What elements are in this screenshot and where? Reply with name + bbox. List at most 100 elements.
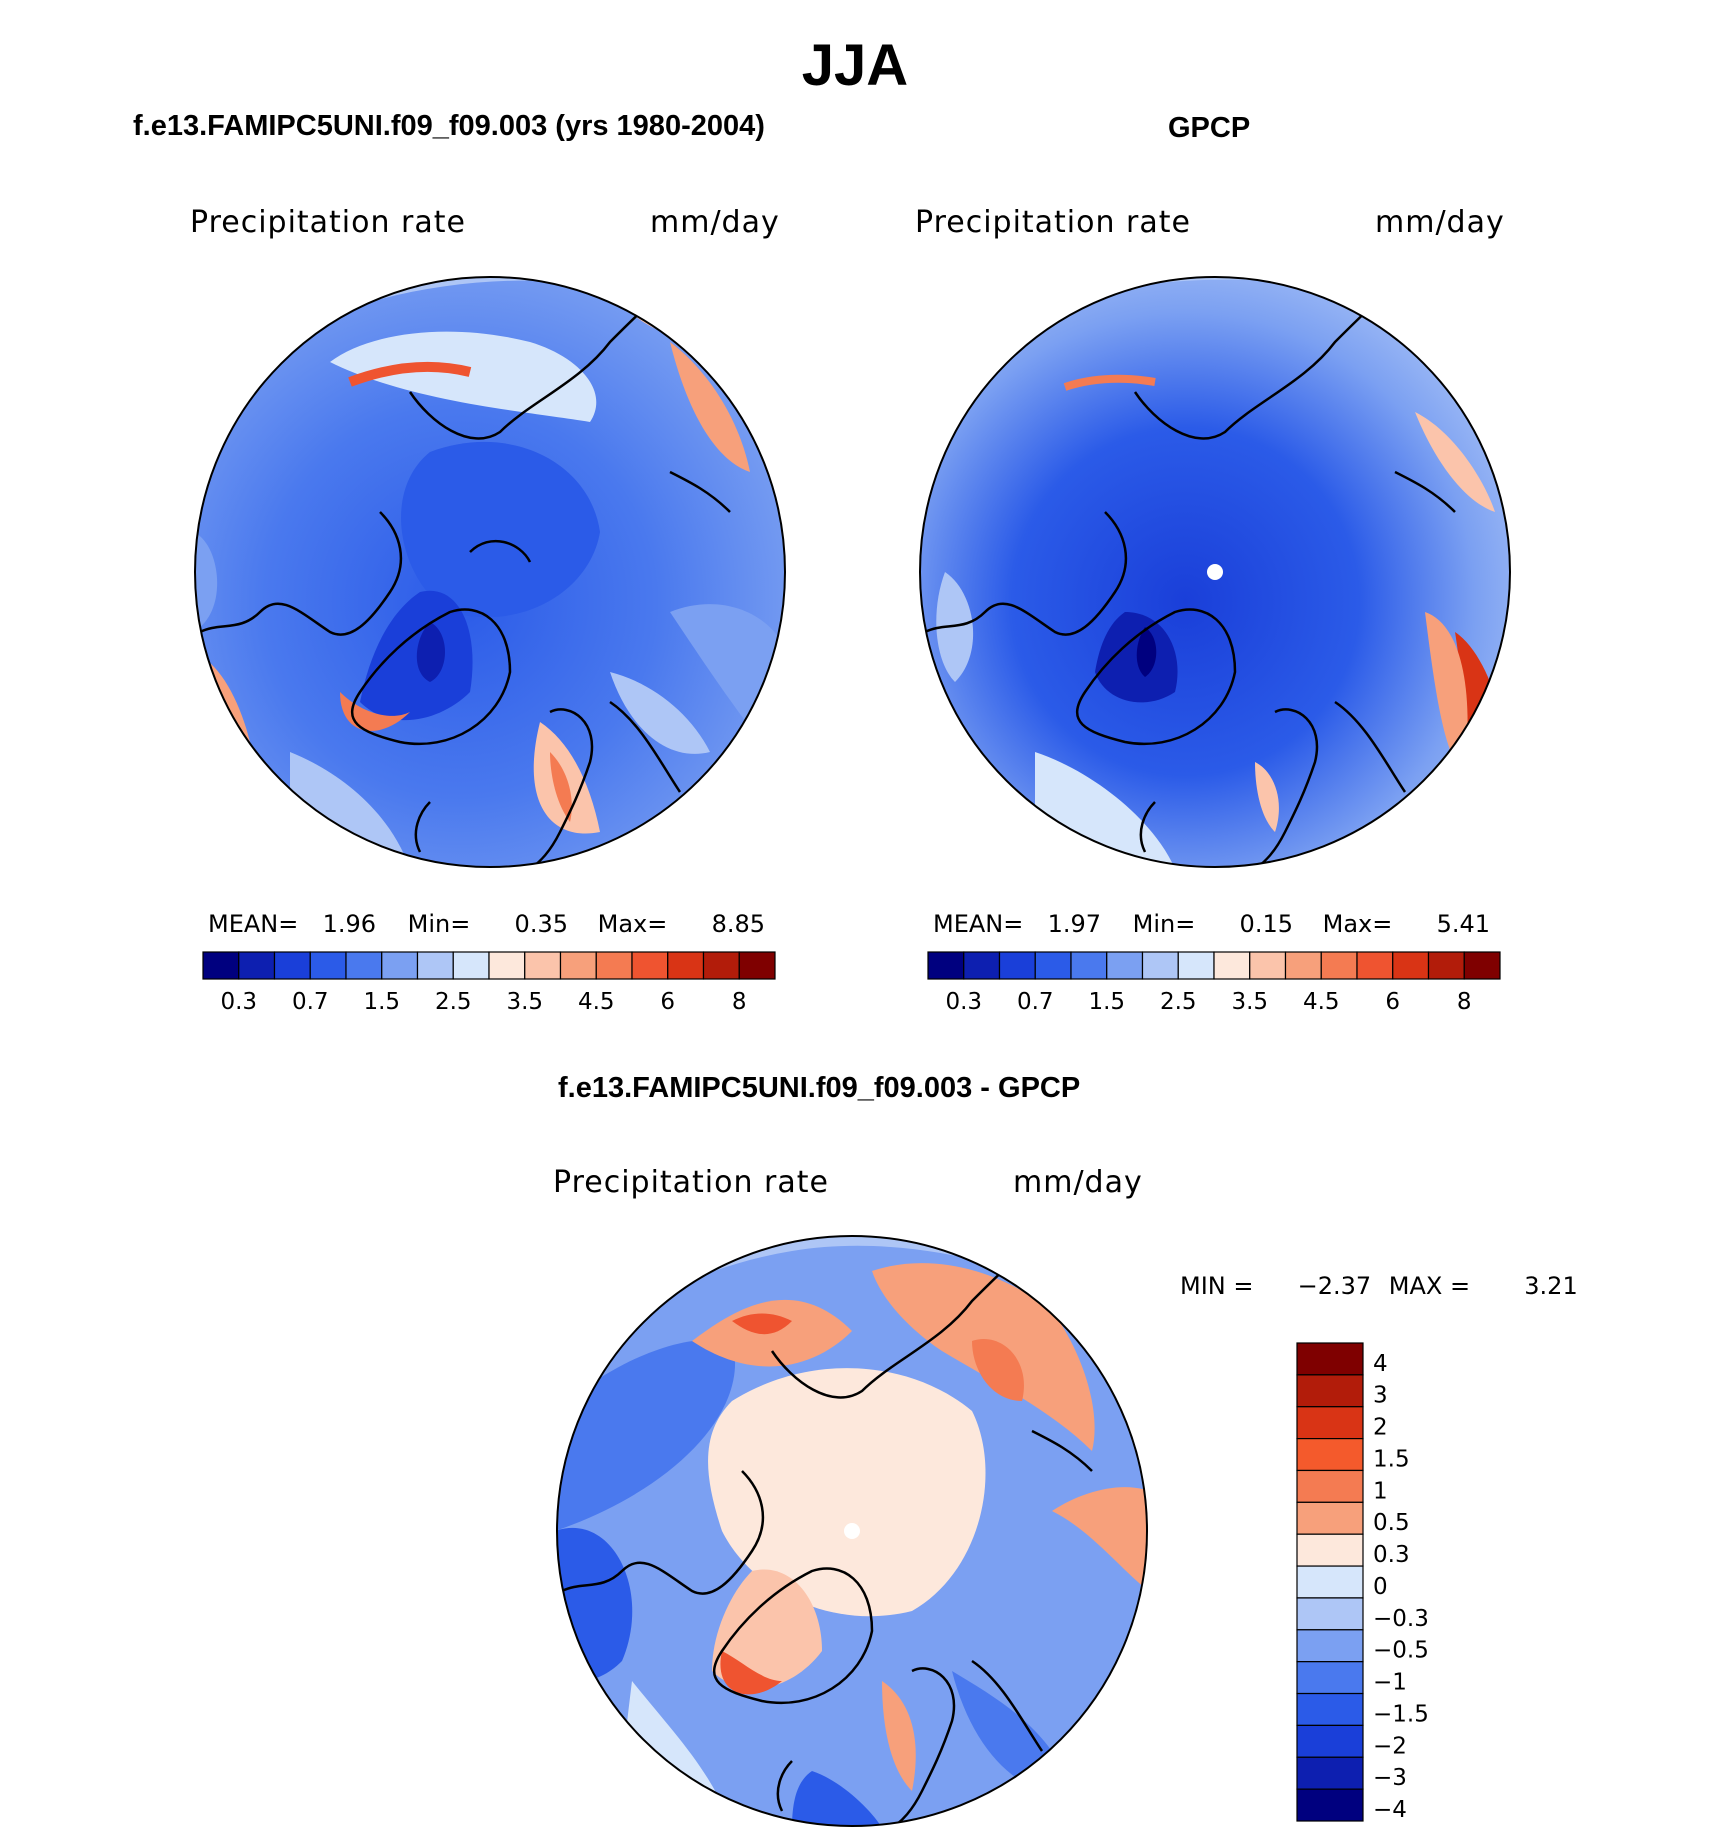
panel3-colorbar-tick-label: 1.5 [1373,1446,1410,1472]
panel1-colorbar-tick-label: 3.5 [506,989,543,1015]
panel3-colorbar: 4 3 2 1.5 1 0.5 0.3 0 −0.3 −0.5 −1 −1.5 −2 −3 −4 [1296,1342,1429,1823]
panel1-max-label: Max= [597,910,668,938]
panel3-colorbar-swatch [1296,1597,1364,1631]
panel2-colorbar-swatch [1284,951,1322,980]
panel1-colorbar-tick-label: 0.7 [292,989,329,1015]
panel2-max-value: 5.41 [1436,910,1490,938]
panel2-colorbar-swatch [927,951,965,980]
panel2-colorbar-swatch [1213,951,1251,980]
panel2-colorbar-tick-label: 0.7 [1017,989,1054,1015]
panel3-colorbar-swatch [1296,1406,1364,1440]
panel3-colorbar-swatch [1296,1629,1364,1663]
panel1-colorbar-swatch [345,951,383,980]
panel1-colorbar-swatch [381,951,419,980]
panel3-polar-map [556,1235,1148,1827]
panel1-colorbar-swatch [524,951,562,980]
panel1-colorbar-tick-label: 0.3 [220,989,257,1015]
panel3-colorbar-swatch [1296,1692,1364,1726]
panel3-colorbar-swatch [1296,1756,1364,1790]
panel1-colorbar-swatch [452,951,490,980]
panel2-mean-value: 1.97 [1047,910,1101,938]
panel1-colorbar-swatch [631,951,669,980]
panel1-colorbar-swatch [309,951,347,980]
panel3-colorbar-swatch [1296,1437,1364,1472]
panel2-colorbar-swatch [1177,951,1215,980]
panel3-colorbar-tick-label: −4 [1373,1797,1407,1823]
panel3-colorbar-tick-label: −1 [1373,1670,1407,1696]
panel3-colorbar-tick-label: 1 [1373,1478,1388,1504]
panel3-stats: MIN = −2.37 MAX = 3.21 [1180,1272,1578,1300]
panel3-max-label: MAX = [1388,1272,1471,1300]
panel2-colorbar-swatch [998,951,1036,980]
panel3-colorbar-tick-label: −2 [1373,1733,1407,1759]
panel3-colorbar-tick-label: 0.3 [1373,1542,1410,1568]
panel3-colorbar-swatch [1296,1469,1364,1503]
panel3-colorbar-tick-label: −1.5 [1373,1701,1429,1727]
panel3-colorbar-tick-label: −0.3 [1373,1606,1429,1632]
panel2-colorbar-swatch [1034,951,1072,980]
panel3-max-value: 3.21 [1524,1272,1578,1300]
panel3-colorbar-tick-label: −3 [1373,1765,1407,1791]
panel2-units-label: mm/day [1375,205,1505,240]
panel1-colorbar: 0.3 0.7 1.5 2.5 3.5 4.5 6 8 [202,951,776,1015]
panel3-colorbar-swatch [1296,1374,1364,1408]
panel1-colorbar-swatch [702,951,740,980]
panel3-min-value: −2.37 [1297,1272,1372,1300]
panel3-colorbar-tick-label: 0 [1373,1574,1388,1600]
panel2-polar-map [919,276,1511,868]
panel2-min-value: 0.15 [1239,910,1293,938]
panel1-colorbar-tick-label: 1.5 [363,989,400,1015]
panel1-mean-label: MEAN= [208,910,299,938]
panel2-colorbar: 0.3 0.7 1.5 2.5 3.5 4.5 6 8 [927,951,1501,1015]
panel3-colorbar-swatch [1296,1501,1364,1535]
panel1-colorbar-swatch [667,951,705,980]
panel2-colorbar-swatch [1249,951,1287,980]
panel3-colorbar-swatch [1296,1724,1364,1758]
panel3-colorbar-tick-label: 0.5 [1373,1510,1410,1536]
panel3-colorbar-swatch [1296,1788,1364,1822]
panel3-colorbar-tick-label: 2 [1373,1415,1388,1441]
panel1-min-label: Min= [407,910,471,938]
panel2-colorbar-swatch [1356,951,1394,980]
panel1-colorbar-tick-label: 6 [660,989,675,1015]
panel2-colorbar-swatch [1141,951,1179,980]
panel3-colorbar-tick-label: 4 [1373,1351,1388,1377]
panel2-colorbar-swatch [1427,951,1465,980]
panel1-colorbar-tick-label: 4.5 [578,989,615,1015]
panel1-max-value: 8.85 [711,910,765,938]
panel1-polar-map [194,276,786,868]
panel3-title: f.e13.FAMIPC5UNI.f09_f09.003 - GPCP [558,1072,1081,1104]
panel3-colorbar-swatch [1296,1661,1364,1695]
panel2-title: GPCP [1168,112,1251,144]
panel1-mean-value: 1.96 [322,910,376,938]
panel2-colorbar-swatch [1392,951,1430,980]
panel1-colorbar-swatch [273,951,311,980]
panel1-colorbar-swatch [202,951,240,980]
panel2-colorbar-tick-label: 0.3 [945,989,982,1015]
panel1-colorbar-tick-label: 2.5 [435,989,472,1015]
panel2-colorbar-swatch [1106,951,1144,980]
panel1-colorbar-swatch [238,951,276,980]
panel2-colorbar-tick-label: 3.5 [1231,989,1268,1015]
panel2-min-label: Min= [1132,910,1196,938]
panel3-variable-label: Precipitation rate [553,1165,829,1200]
panel1-units-label: mm/day [650,205,780,240]
panel1-colorbar-swatch [559,951,597,980]
panel3-colorbar-swatch [1296,1342,1364,1376]
panel1-colorbar-swatch [738,951,776,980]
panel2-colorbar-swatch [1463,951,1501,980]
panel3-colorbar-swatch [1296,1565,1364,1599]
panel3-colorbar-tick-label: 3 [1373,1383,1388,1409]
panel3-min-label: MIN = [1180,1272,1254,1300]
panel1-colorbar-swatch [488,951,526,980]
panel2-variable-label: Precipitation rate [915,205,1191,240]
panel1-variable-label: Precipitation rate [190,205,466,240]
panel2-colorbar-tick-label: 4.5 [1303,989,1340,1015]
panel1-colorbar-tick-label: 8 [732,989,747,1015]
panel1-title: f.e13.FAMIPC5UNI.f09_f09.003 (yrs 1980-2… [133,110,765,142]
panel1-colorbar-swatch [416,951,454,980]
panel3-colorbar-swatch [1296,1533,1364,1567]
panel2-colorbar-swatch [963,951,1001,980]
panel2-colorbar-swatch [1070,951,1108,980]
panel2-colorbar-tick-label: 2.5 [1160,989,1197,1015]
